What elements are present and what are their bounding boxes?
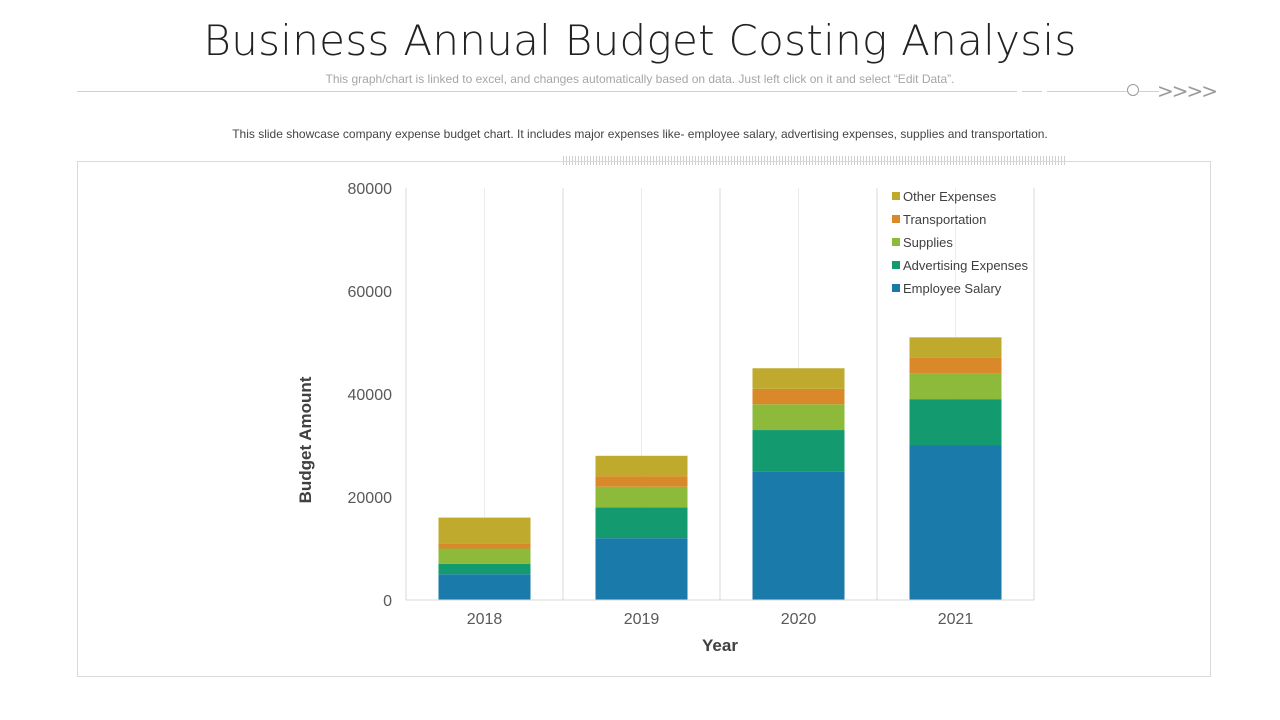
bar-segment-2019-employee-salary[interactable] <box>595 538 688 600</box>
slide-description: This slide showcase company expense budg… <box>232 127 1048 141</box>
bar-segment-2020-other-expenses[interactable] <box>752 368 845 389</box>
hatch-decor <box>563 156 1067 165</box>
y-tick-label: 20000 <box>348 490 393 507</box>
legend-label: Other Expenses <box>903 189 997 204</box>
header-rule-right <box>1047 91 1127 92</box>
ring-decor-icon <box>1127 84 1139 96</box>
legend-label: Advertising Expenses <box>903 258 1029 273</box>
bar-segment-2018-employee-salary[interactable] <box>438 574 531 600</box>
page-title: Business Annual Budget Costing Analysis <box>203 16 1077 65</box>
header-rule-mid <box>1022 91 1042 92</box>
bar-segment-2020-advertising-expenses[interactable] <box>752 430 845 472</box>
chart-frame[interactable] <box>77 161 1211 677</box>
x-tick-label: 2018 <box>467 611 503 628</box>
legend-label: Employee Salary <box>903 281 1002 296</box>
x-tick-label: 2019 <box>624 611 660 628</box>
chart-bars <box>438 337 1002 601</box>
bar-segment-2018-transportation[interactable] <box>438 543 531 549</box>
y-tick-label: 0 <box>383 593 392 610</box>
y-axis-ticks: 0 20000 40000 60000 80000 <box>348 181 393 610</box>
y-axis-title: Budget Amount <box>296 376 315 503</box>
bar-segment-2018-advertising-expenses[interactable] <box>438 563 531 575</box>
x-axis-ticks: 2018 2019 2020 2021 <box>467 611 974 628</box>
y-tick-label: 80000 <box>348 181 393 198</box>
bar-segment-2021-advertising-expenses[interactable] <box>909 399 1002 446</box>
bar-segment-2020-transportation[interactable] <box>752 388 845 405</box>
legend-label: Supplies <box>903 235 953 250</box>
bar-segment-2021-transportation[interactable] <box>909 357 1002 374</box>
bar-segment-2019-other-expenses[interactable] <box>595 455 688 477</box>
bar-segment-2018-supplies[interactable] <box>438 548 531 564</box>
x-axis-title: Year <box>702 636 738 655</box>
y-tick-label: 60000 <box>348 284 393 301</box>
bar-segment-2019-supplies[interactable] <box>595 486 688 508</box>
legend-swatch <box>892 215 900 223</box>
header-rule-end <box>1139 91 1159 92</box>
bar-segment-2020-supplies[interactable] <box>752 404 845 431</box>
bar-segment-2019-transportation[interactable] <box>595 476 688 487</box>
legend-label: Transportation <box>903 212 986 227</box>
legend-swatch <box>892 192 900 200</box>
chart-legend: Other Expenses Transportation Supplies Adve… <box>892 189 1029 296</box>
bar-segment-2021-supplies[interactable] <box>909 373 1002 400</box>
legend-swatch <box>892 261 900 269</box>
x-tick-label: 2020 <box>781 611 817 628</box>
chevrons-decor-icon: >>>> <box>1157 79 1218 103</box>
x-tick-label: 2021 <box>938 611 974 628</box>
bar-segment-2021-other-expenses[interactable] <box>909 337 1002 358</box>
bar-segment-2020-employee-salary[interactable] <box>752 471 845 600</box>
bar-segment-2019-advertising-expenses[interactable] <box>595 507 688 539</box>
bar-segment-2018-other-expenses[interactable] <box>438 517 531 544</box>
page-subtitle: This graph/chart is linked to excel, and… <box>325 72 955 86</box>
bar-segment-2021-employee-salary[interactable] <box>909 445 1002 601</box>
legend-swatch <box>892 284 900 292</box>
legend-swatch <box>892 238 900 246</box>
header-rule-left <box>77 91 1017 92</box>
y-tick-label: 40000 <box>348 387 393 404</box>
